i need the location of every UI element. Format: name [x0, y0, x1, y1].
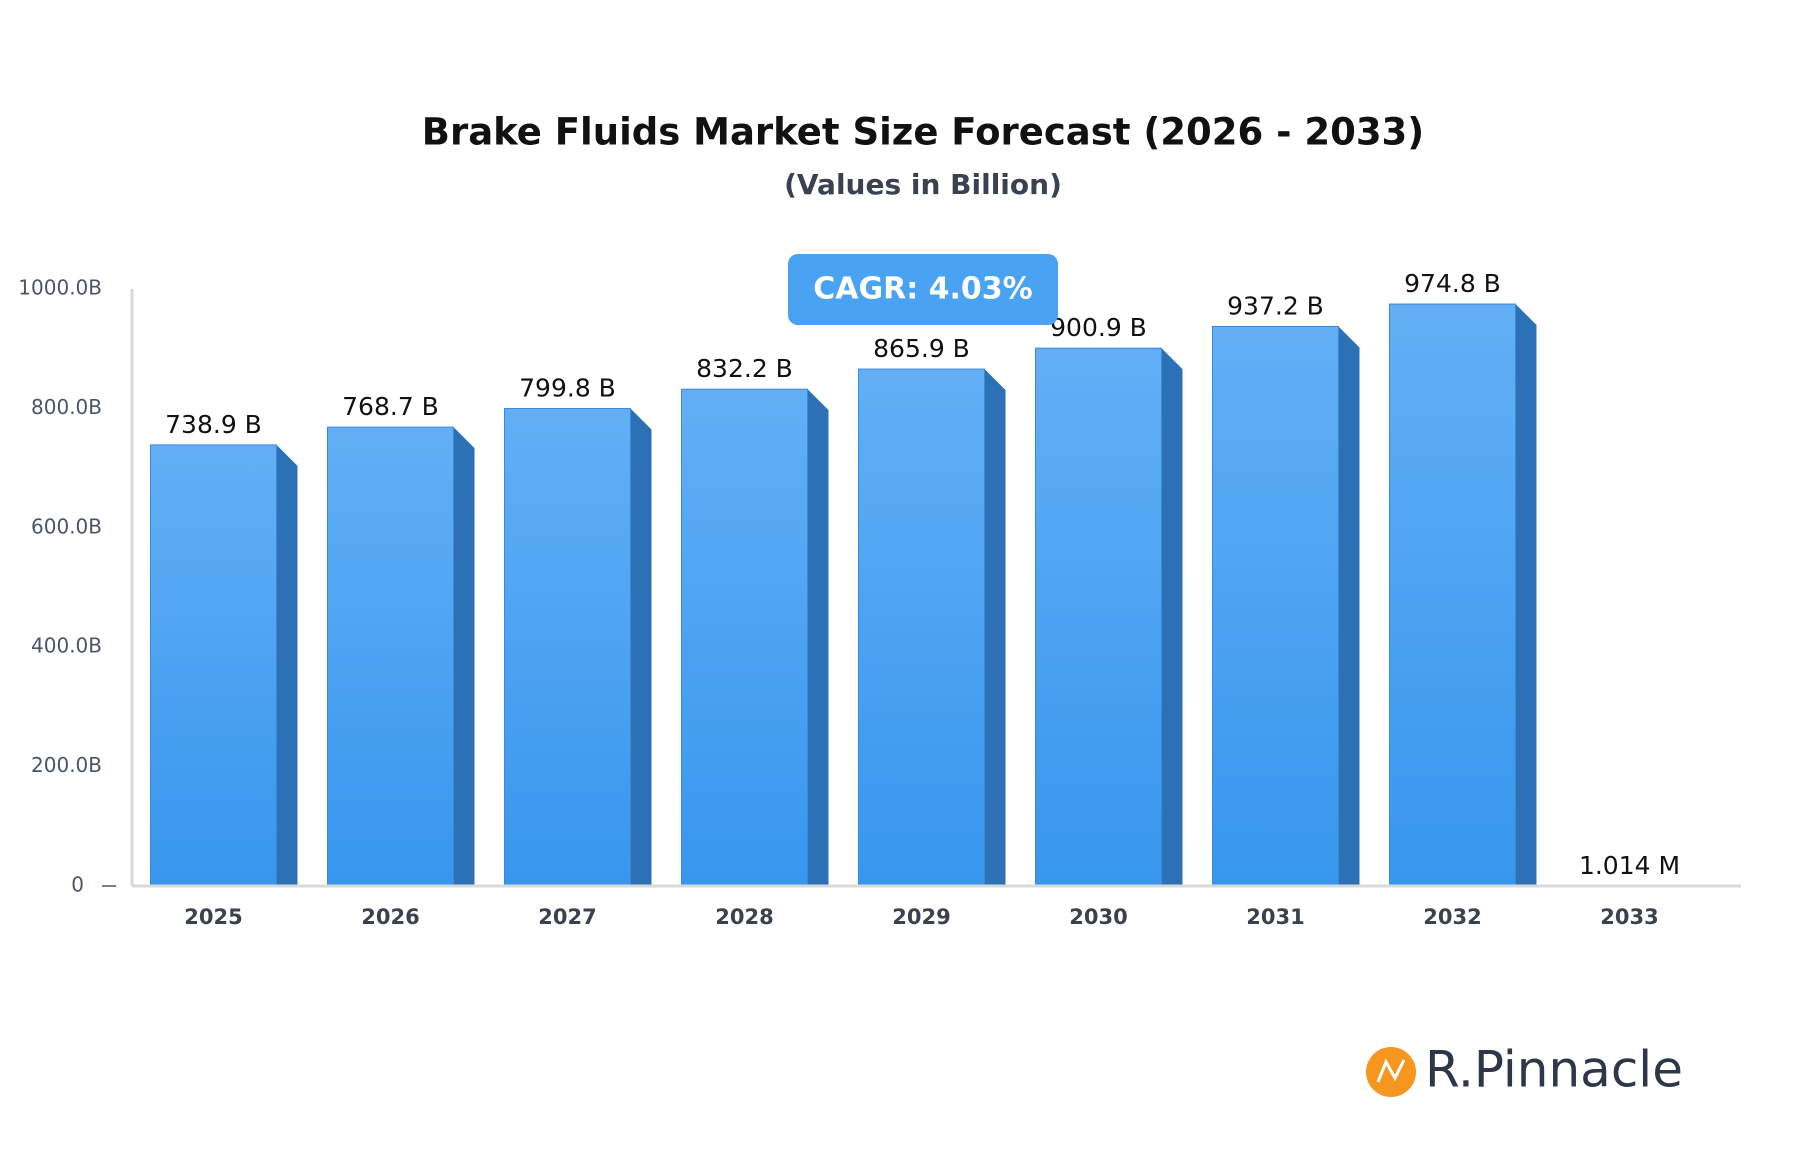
brand-name: R.Pinnacle: [1425, 1041, 1683, 1099]
chart-subtitle: (Values in Billion): [784, 168, 1062, 201]
y-tick-label: 400.0B: [31, 634, 102, 658]
x-tick-label: 2032: [1423, 905, 1481, 929]
x-tick-label: 2029: [892, 905, 950, 929]
bar: [1212, 325, 1339, 887]
x-tick-label: 2026: [361, 905, 419, 929]
y-tick-label: 1000.0B: [18, 276, 102, 300]
bar: [150, 444, 277, 887]
cagr-label: CAGR: 4.03%: [813, 272, 1032, 307]
x-tick-label: 2031: [1246, 905, 1304, 929]
bar-side: [276, 444, 298, 886]
value-label: 832.2 B: [696, 354, 793, 383]
y-tick-label: 0: [71, 873, 84, 897]
brand-logo: R.Pinnacle: [1366, 1041, 1683, 1099]
y-tick-label: 600.0B: [31, 514, 102, 538]
y-tick-label: 200.0B: [31, 753, 102, 777]
bar: [327, 426, 454, 887]
bar-side: [453, 427, 475, 886]
value-label: 865.9 B: [873, 334, 970, 363]
bar: [1035, 347, 1162, 887]
cagr-box: [788, 254, 1058, 325]
bar: [1389, 303, 1516, 887]
value-label: 738.9 B: [165, 410, 262, 439]
value-label: 768.7 B: [342, 392, 439, 421]
value-label: 937.2 B: [1227, 291, 1324, 320]
value-label: 974.8 B: [1404, 269, 1501, 298]
value-label: 900.9 B: [1050, 313, 1147, 342]
x-tick-label: 2027: [538, 905, 596, 929]
bar-side: [630, 408, 652, 886]
value-label: 799.8 B: [519, 374, 616, 403]
logo-glyph: [1376, 1058, 1406, 1083]
plot-area: 0 200.0B 400.0B 600.0B 800.0B 1000.0B 738.9 B 2…: [18, 269, 1741, 929]
x-tick-label: 2033: [1600, 905, 1658, 929]
bar-side: [807, 389, 829, 886]
bar-side: [1161, 348, 1183, 886]
bar-side: [984, 369, 1006, 886]
bar-side: [1338, 326, 1360, 887]
bar: [858, 368, 985, 887]
value-label: 1.014 M: [1579, 851, 1680, 880]
x-tick-label: 2030: [1069, 905, 1127, 929]
y-tick-label: 800.0B: [31, 395, 102, 419]
chart-title: Brake Fluids Market Size Forecast (2026 …: [422, 111, 1424, 154]
x-tick-label: 2028: [715, 905, 773, 929]
bar: [504, 408, 631, 887]
bar: [681, 388, 808, 887]
x-tick-label: 2025: [184, 905, 242, 929]
cagr-badge: CAGR: 4.03%: [788, 254, 1058, 325]
bar-side: [1515, 304, 1537, 886]
